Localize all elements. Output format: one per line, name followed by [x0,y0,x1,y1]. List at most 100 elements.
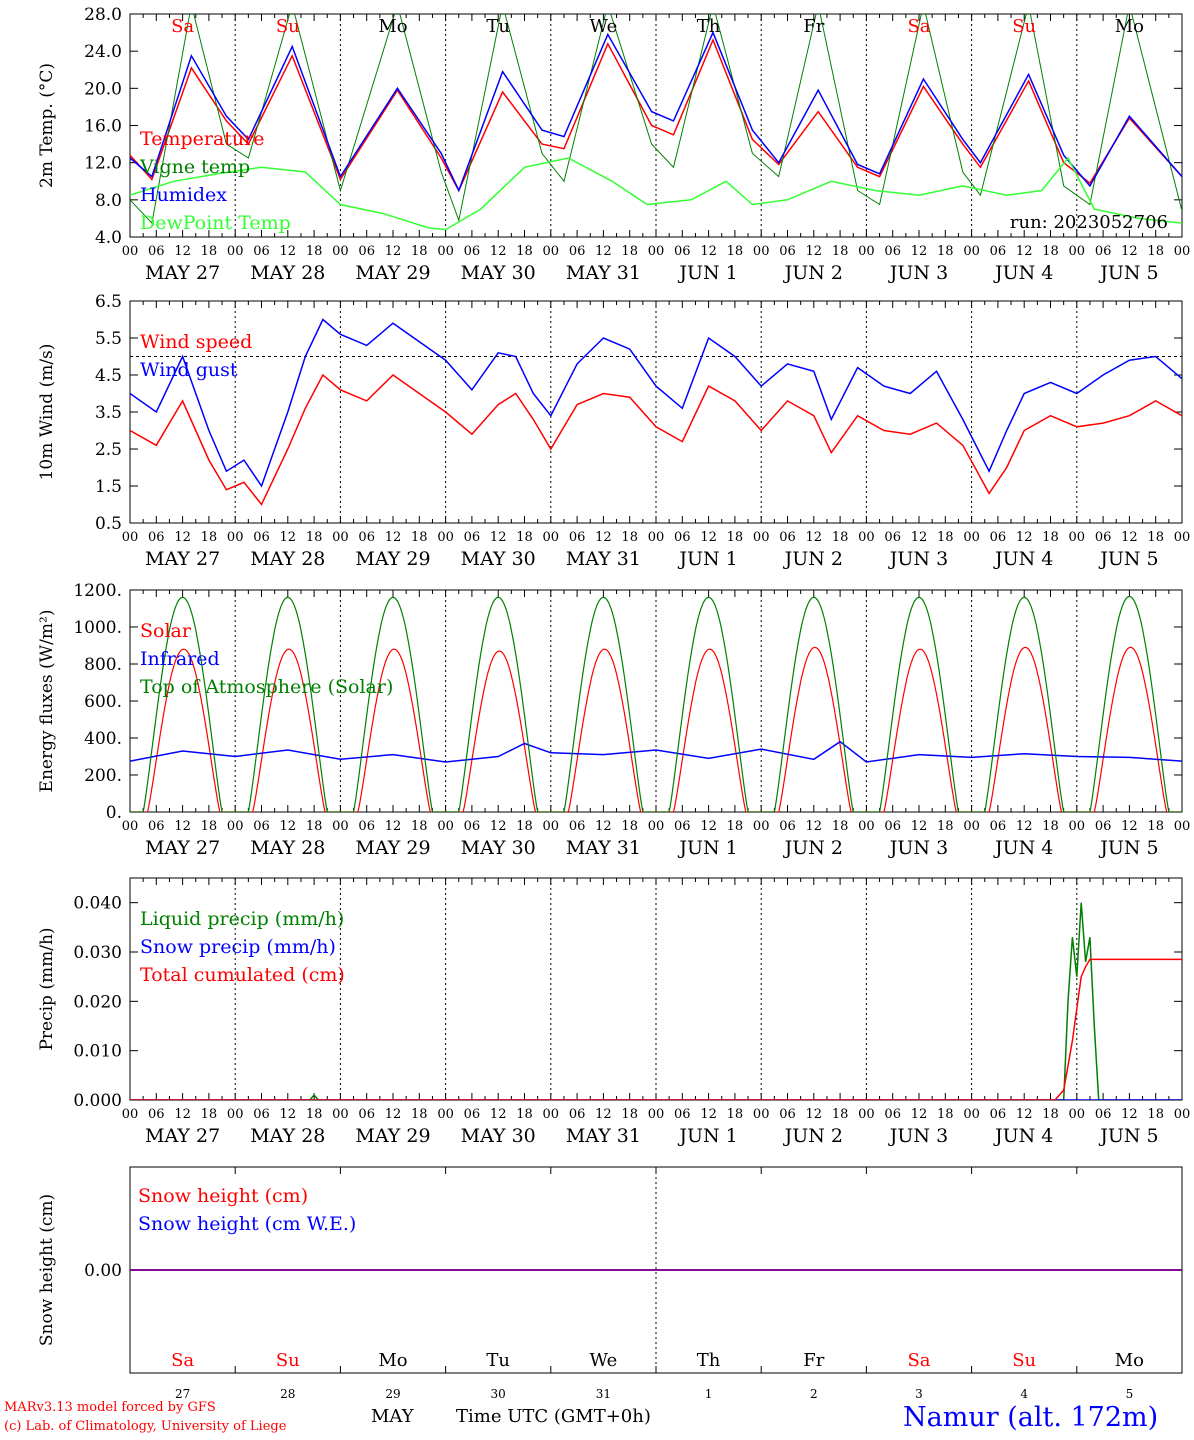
y-tick-label: 0.010 [73,1042,122,1062]
hour-tick-label: 06 [990,1107,1007,1122]
date-label: JUN 3 [888,1125,948,1147]
date-label: MAY 28 [250,837,325,859]
hour-tick-label: 00 [1174,244,1191,259]
hour-tick-label: 06 [569,244,586,259]
y-tick-label: 0.040 [73,894,122,914]
hour-tick-label: 00 [1174,530,1191,545]
weekday-label: Tu [486,1350,510,1371]
date-label: JUN 5 [1098,837,1158,859]
date-label: JUN 3 [888,262,948,284]
hour-tick-label: 06 [674,1107,691,1122]
series-vigne-temp [130,14,1182,225]
hour-tick-label: 06 [1095,819,1112,834]
date-label: JUN 5 [1098,1125,1158,1147]
date-label: JUN 1 [677,548,737,570]
hour-tick-label: 18 [621,1107,638,1122]
date-label: JUN 2 [783,262,843,284]
hour-tick-label: 06 [569,819,586,834]
hour-tick-label: 12 [174,1107,191,1122]
date-label: MAY 27 [145,837,220,859]
hour-tick-label: 12 [174,819,191,834]
hour-tick-label: 00 [963,530,980,545]
hour-tick-label: 06 [884,244,901,259]
y-tick-label: 28.0 [84,5,122,25]
hour-tick-label: 00 [1174,819,1191,834]
day-number-label: 31 [596,1387,611,1401]
hour-tick-label: 06 [148,244,165,259]
hour-tick-label: 18 [832,530,849,545]
weekday-label: Sa [171,16,194,37]
weekday-label: Su [1012,1350,1036,1371]
hour-tick-label: 00 [1069,244,1086,259]
y-tick-label: 400. [84,729,122,749]
hour-tick-label: 12 [700,819,717,834]
hour-tick-label: 12 [1121,244,1138,259]
date-label: MAY 27 [145,548,220,570]
date-label: JUN 4 [993,262,1053,284]
weekday-label: Mo [378,1350,407,1371]
hour-tick-label: 06 [1095,244,1112,259]
hour-tick-label: 00 [648,530,665,545]
date-label: MAY 30 [461,837,536,859]
weekday-label: Tu [486,16,510,37]
hour-tick-label: 00 [543,1107,560,1122]
hour-tick-label: 12 [806,1107,823,1122]
hour-tick-label: 18 [621,819,638,834]
hour-tick-label: 18 [411,530,428,545]
hour-tick-label: 18 [1042,530,1059,545]
hour-tick-label: 18 [937,530,954,545]
station-name: Namur (alt. 172m) [903,1402,1159,1433]
hour-tick-label: 12 [595,819,612,834]
y-tick-label: 3.5 [95,403,122,423]
hour-tick-label: 00 [753,1107,770,1122]
hour-tick-label: 00 [122,530,139,545]
hour-tick-label: 06 [358,1107,375,1122]
y-axis-title: 10m Wind (m/s) [37,344,57,481]
hour-tick-label: 06 [884,530,901,545]
hour-tick-label: 12 [1121,819,1138,834]
weekday-label: We [590,1350,618,1371]
series-wind-gust [130,318,1182,488]
hour-tick-label: 18 [516,819,533,834]
hour-tick-label: 18 [306,819,323,834]
hour-tick-label: 00 [437,244,454,259]
hour-tick-label: 00 [437,819,454,834]
legend-snow-height-cm-w-e: Snow height (cm W.E.) [138,1213,356,1235]
series-top-of-atmosphere-solar [130,595,1182,812]
legend-top-of-atmosphere-solar: Top of Atmosphere (Solar) [140,676,393,698]
hour-tick-label: 12 [1016,819,1033,834]
legend-dewpoint-temp: DewPoint Temp [140,212,291,234]
hour-tick-label: 12 [806,244,823,259]
day-number-label: 1 [705,1387,713,1401]
hour-tick-label: 12 [911,1107,928,1122]
y-tick-label: 0.00 [84,1261,122,1281]
hour-tick-label: 18 [1147,530,1164,545]
hour-tick-label: 18 [516,1107,533,1122]
hour-tick-label: 06 [884,819,901,834]
legend-infrared: Infrared [140,648,220,670]
weekday-label: Mo [1115,1350,1144,1371]
hour-tick-label: 18 [727,819,744,834]
hour-tick-label: 18 [621,530,638,545]
y-tick-label: 0.5 [95,514,122,534]
weekday-label: Mo [378,16,407,37]
y-axis-title: Snow height (cm) [37,1194,57,1346]
hour-tick-label: 00 [227,530,244,545]
hour-tick-label: 00 [227,244,244,259]
hour-tick-label: 12 [595,1107,612,1122]
series-humidex [130,30,1182,193]
date-label: JUN 1 [677,262,737,284]
hour-tick-label: 12 [595,244,612,259]
date-label: MAY 31 [566,548,641,570]
day-number-label: 4 [1020,1387,1028,1401]
hour-tick-label: 12 [490,244,507,259]
hour-tick-label: 06 [148,819,165,834]
hour-tick-label: 18 [727,530,744,545]
hour-tick-label: 00 [963,1107,980,1122]
y-tick-label: 0.020 [73,992,122,1012]
date-label: JUN 5 [1098,548,1158,570]
hour-tick-label: 12 [1016,1107,1033,1122]
hour-tick-label: 18 [621,244,638,259]
hour-tick-label: 00 [963,244,980,259]
